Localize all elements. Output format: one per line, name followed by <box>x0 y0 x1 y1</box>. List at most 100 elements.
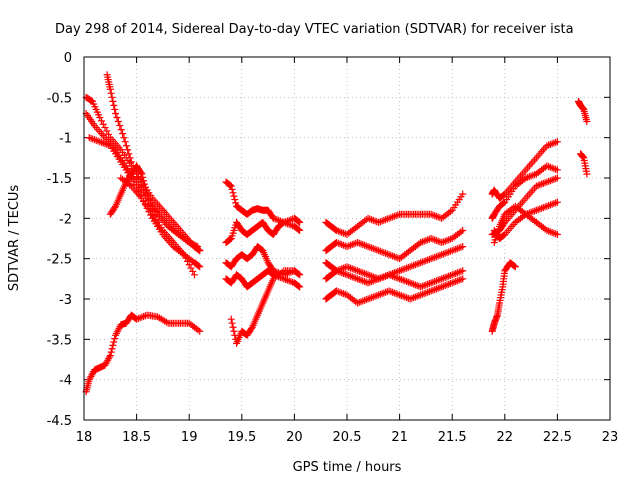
data-point <box>152 217 160 225</box>
data-point <box>230 327 238 335</box>
y-tick-label: -0.5 <box>47 91 72 106</box>
series-arc-a5 <box>117 174 198 279</box>
data-point <box>112 109 120 117</box>
data-point <box>136 178 144 186</box>
y-tick-label: 0 <box>64 51 72 66</box>
y-tick-label: -4 <box>59 374 72 389</box>
data-point <box>189 267 197 275</box>
grid <box>84 57 610 420</box>
data-point <box>134 174 142 182</box>
data-point <box>120 134 128 142</box>
data-point <box>196 263 204 271</box>
y-tick-label: -2.5 <box>47 253 72 268</box>
data-point <box>296 226 304 234</box>
data-point <box>125 150 133 158</box>
x-tick-label: 21 <box>391 430 408 445</box>
data-point <box>228 319 236 327</box>
y-tick-label: -4.5 <box>47 414 72 429</box>
x-tick-label: 22.5 <box>543 430 572 445</box>
y-tick-label: -1 <box>59 132 72 147</box>
series-arc-b5 <box>227 267 298 347</box>
data-point <box>553 166 561 174</box>
data-point <box>119 130 127 138</box>
series-arc-c2 <box>322 226 467 263</box>
data-point <box>105 130 113 138</box>
data-point <box>145 196 153 204</box>
series-arc-a3 <box>85 134 204 271</box>
y-axis-label: SDTVAR / TECUs <box>7 185 22 292</box>
series-arc-e2 <box>577 150 591 178</box>
y-tick-label: -3.5 <box>47 333 72 348</box>
y-tick-label: -3 <box>59 293 72 308</box>
data-point <box>141 183 149 191</box>
data-point <box>510 262 518 270</box>
data-point <box>296 283 304 291</box>
x-tick-label: 20 <box>286 430 303 445</box>
data-point <box>111 105 119 113</box>
data-point <box>553 230 561 238</box>
data-point <box>459 275 467 283</box>
data-point <box>109 341 117 349</box>
x-tick-label: 18.5 <box>122 430 151 445</box>
data-point <box>190 271 198 279</box>
data-point <box>105 353 113 361</box>
series-arc-c1 <box>322 190 467 238</box>
x-tick-label: 23 <box>602 430 619 445</box>
series-arc-c5 <box>322 275 467 307</box>
series-arc-a6 <box>106 162 162 230</box>
data-point <box>106 85 114 93</box>
data-point <box>195 246 203 254</box>
data-point <box>124 146 132 154</box>
data-point <box>553 198 561 206</box>
series-arc-c4 <box>322 267 467 291</box>
data-point <box>290 267 298 275</box>
series-arc-e1 <box>574 97 591 126</box>
data-point <box>109 97 117 105</box>
data-point <box>110 338 118 346</box>
data-point <box>196 247 204 255</box>
data-point <box>150 212 158 220</box>
data-point <box>459 190 467 198</box>
x-tick-label: 21.5 <box>438 430 467 445</box>
data-point <box>459 243 467 251</box>
y-tick-label: -1.5 <box>47 172 72 187</box>
data-point <box>195 262 203 270</box>
data-point <box>101 124 109 132</box>
series-arc-b3 <box>222 243 304 279</box>
data-point <box>117 126 125 134</box>
data-point <box>295 218 303 226</box>
data-point <box>107 348 115 356</box>
data-point <box>187 264 195 272</box>
data-point <box>111 335 119 343</box>
data-point <box>228 185 236 193</box>
data-point <box>296 271 304 279</box>
data-point <box>583 118 591 126</box>
data-point <box>139 173 147 181</box>
data-point <box>116 122 124 130</box>
data-point <box>583 170 591 178</box>
data-point <box>107 89 115 97</box>
x-tick-label: 19.5 <box>227 430 256 445</box>
data-point <box>137 169 145 177</box>
data-point <box>295 226 303 234</box>
data-point <box>226 181 234 189</box>
data-point <box>126 154 134 162</box>
tick-labels: 18 18.5 19 19.5 20 20.5 21 21.5 22 22.5 23 0 -0.5 -1 -… <box>47 51 619 445</box>
x-tick-label: 20.5 <box>333 430 362 445</box>
data-point <box>295 282 303 290</box>
data-point <box>154 222 162 230</box>
chart-title: Day 298 of 2014, Sidereal Day-to-day VTE… <box>55 22 574 37</box>
data-point <box>459 267 467 275</box>
data-point <box>227 182 235 190</box>
data-point <box>229 189 237 197</box>
x-axis-label: GPS time / hours <box>293 460 402 475</box>
data-point <box>142 187 150 195</box>
data-point <box>231 196 239 204</box>
x-tick-label: 19 <box>181 430 198 445</box>
data-point <box>122 142 130 150</box>
data-point <box>230 192 238 200</box>
y-tick-label: -2 <box>59 212 72 227</box>
data-point <box>106 351 114 359</box>
data-point <box>127 158 135 166</box>
